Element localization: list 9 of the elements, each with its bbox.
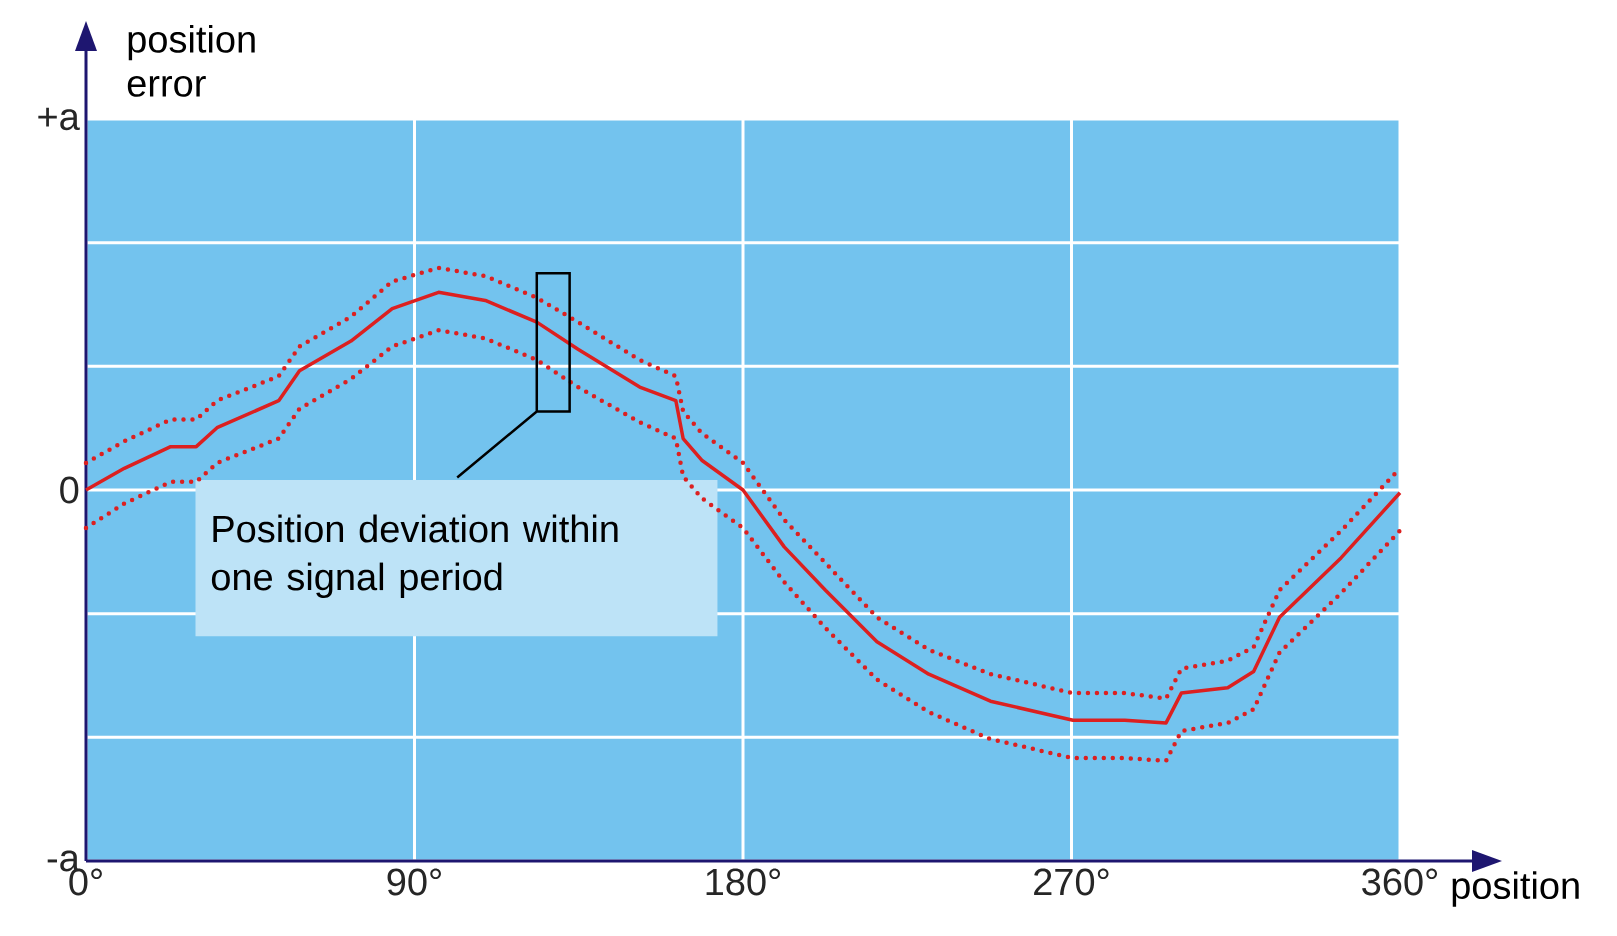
text: 0 — [60, 476, 79, 504]
x-tick-label: 360° — [1362, 868, 1437, 896]
x-axis-title: position — [1452, 871, 1579, 907]
x-tick-label: 180° — [706, 868, 781, 896]
y-axis-title: position error — [127, 24, 255, 97]
x-tick-label: 270° — [1034, 868, 1109, 896]
x-tick-label: 90° — [387, 868, 441, 896]
annotation: Position deviation within one signal period — [211, 514, 618, 598]
text: +a — [38, 107, 80, 131]
